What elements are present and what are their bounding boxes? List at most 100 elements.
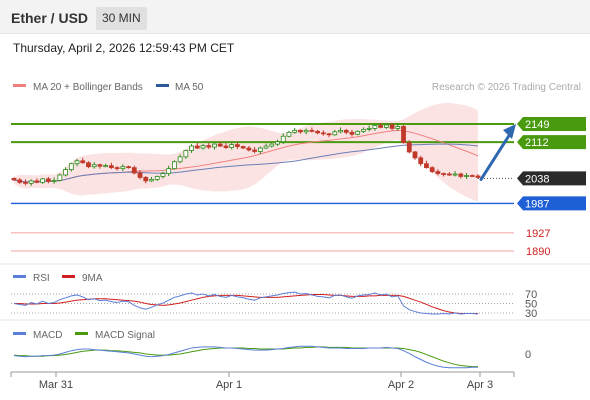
candle-body — [149, 179, 154, 182]
candle-body — [200, 145, 206, 149]
candle-body — [206, 145, 212, 148]
candle-body — [45, 178, 51, 182]
rsi-tick-label: 50 — [525, 299, 537, 311]
candle-body — [286, 131, 292, 137]
candle-body — [154, 176, 160, 180]
rsi-tick-label: 70 — [525, 289, 537, 301]
legend-label-rsi: RSI — [33, 273, 50, 284]
legend-label-macd-signal: MACD Signal — [95, 330, 155, 341]
main-legend: MA 20 + Bollinger Bands MA 50 Research ©… — [13, 82, 581, 93]
price-tag-label: 2112 — [525, 137, 549, 149]
forecast-arrow-shaft — [479, 132, 512, 181]
candle-body — [80, 160, 86, 164]
candle-body — [120, 166, 126, 170]
legend-label-9ma: 9MA — [82, 273, 103, 284]
candle-body — [401, 126, 406, 144]
price-tag-2112: 2112 — [517, 135, 586, 150]
candle-body — [406, 142, 412, 153]
price-tag-1987: 1987 — [517, 196, 586, 211]
price-tag-box — [517, 171, 586, 186]
candle-body — [269, 143, 275, 147]
rsi-line — [13, 291, 479, 315]
candle-body — [57, 174, 63, 181]
macd-indicator: 0 — [13, 345, 531, 369]
price-tag-box — [517, 196, 586, 211]
candle-body — [86, 162, 91, 168]
candle-body — [349, 131, 355, 135]
candle-body — [343, 129, 349, 133]
candle-body — [160, 173, 166, 177]
candle-body — [412, 151, 418, 159]
candle-body — [131, 167, 137, 174]
time-axis-label: Mar 31 — [39, 379, 73, 391]
legend-swatch-macd-signal — [75, 332, 88, 335]
candle-body — [74, 160, 80, 165]
candle-body — [429, 167, 435, 172]
chart-header: Ether / USD 30 MIN — [0, 0, 590, 34]
forecast-arrow-head — [503, 124, 516, 139]
candle-body — [309, 129, 315, 132]
rsi-tick-label: 30 — [525, 308, 537, 320]
candle-body — [114, 167, 120, 170]
legend-swatch-ma20 — [13, 84, 26, 87]
candle-body — [103, 165, 109, 168]
candle-body — [11, 178, 17, 181]
price-tag-label: 2149 — [525, 119, 549, 131]
copyright-notice: Research © 2026 Trading Central — [432, 82, 581, 93]
candle-body — [475, 175, 481, 178]
instrument-title: Ether / USD — [11, 10, 89, 26]
candle-body — [383, 124, 389, 128]
candle-body — [246, 147, 252, 151]
candle-body — [40, 178, 46, 183]
candle-body — [217, 143, 223, 147]
chart-datetime: Thursday, April 2, 2026 12:59:43 PM CET — [13, 41, 235, 55]
candle-body — [171, 161, 177, 170]
price-tag-1927: 1927 — [526, 228, 550, 240]
time-axis-label: Apr 1 — [216, 379, 242, 391]
candle-body — [51, 179, 57, 182]
bollinger-band-area — [14, 102, 478, 202]
candle-body — [332, 131, 338, 136]
candle-body — [183, 150, 189, 158]
price-tag-2149: 2149 — [517, 117, 586, 131]
legend-label-macd: MACD — [33, 330, 62, 341]
candle-body — [469, 175, 475, 177]
candle-body — [446, 173, 452, 176]
candle-body — [166, 168, 172, 174]
macd-line — [13, 345, 478, 369]
candle-body — [189, 145, 194, 151]
candle-body — [68, 163, 74, 171]
candle-body — [280, 135, 286, 143]
rsi-legend: RSI 9MA — [13, 273, 103, 284]
macd-signal-line — [13, 346, 478, 368]
candle-body — [17, 179, 23, 183]
candle-body — [395, 126, 401, 129]
candle-body — [275, 141, 280, 145]
candle-body — [441, 173, 447, 175]
candle-body — [194, 145, 200, 149]
candle-body — [315, 130, 321, 134]
candle-body — [361, 128, 366, 132]
candle-body — [435, 171, 441, 174]
legend-swatch-ma50 — [156, 84, 169, 87]
legend-label-ma50: MA 50 — [175, 82, 204, 93]
time-axis-label: Apr 2 — [388, 379, 414, 391]
candle-body — [366, 128, 372, 130]
candle-body — [464, 175, 469, 177]
legend-swatch-macd — [13, 332, 26, 335]
candle-body — [355, 130, 361, 135]
candle-body — [418, 157, 424, 165]
interval-button[interactable]: 30 MIN — [96, 7, 147, 30]
legend-swatch-9ma — [62, 275, 75, 278]
candle-body — [257, 147, 263, 152]
candle-body — [252, 149, 257, 152]
candle-body — [91, 164, 97, 168]
moving-averages — [13, 129, 479, 183]
price-tag-1890: 1890 — [526, 246, 550, 258]
price-levels — [11, 123, 514, 252]
legend-label-ma20: MA 20 + Bollinger Bands — [33, 82, 143, 93]
candle-body — [263, 145, 269, 149]
candle-body — [143, 177, 149, 182]
